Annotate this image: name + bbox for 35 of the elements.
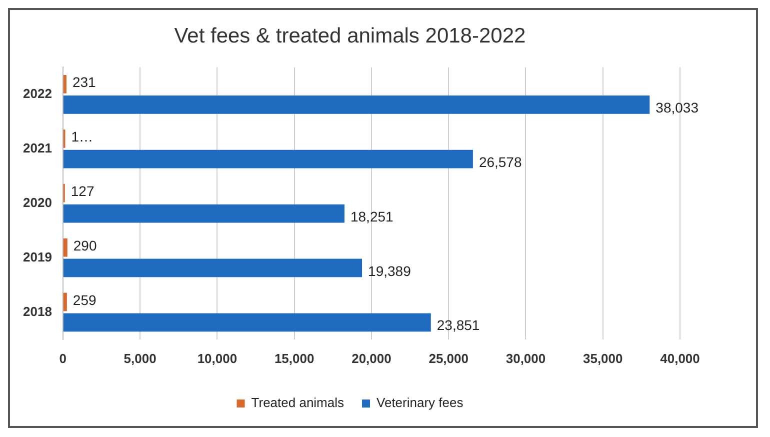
x-tick-label: 35,000 [582,350,623,366]
x-tick-label: 30,000 [506,350,546,366]
y-tick-label: 2021 [23,140,52,156]
bar [63,238,68,257]
data-label: 127 [70,182,94,199]
data-label: 23,851 [436,317,480,334]
data-label: 26,578 [478,154,522,170]
legend-label: Treated animals [251,395,345,410]
data-label: 18,251 [350,208,394,224]
data-label: 259 [72,292,96,308]
y-tick-label: 2020 [23,194,52,210]
x-tick-label: 10,000 [197,350,238,366]
bar [63,204,344,223]
x-tick-label: 0 [59,350,67,366]
y-tick-label: 2018 [23,304,52,319]
x-tick-label: 5,000 [124,350,156,366]
data-label: 231 [72,74,96,90]
x-tick-label: 40,000 [660,350,700,366]
data-label: 1… [71,128,94,145]
x-tick-label: 25,000 [428,350,468,366]
bar [63,150,473,168]
x-tick-label: 20,000 [352,350,392,366]
y-tick-label: 2022 [23,86,52,101]
chart-title: Vet fees & treated animals 2018-2022 [174,24,526,48]
bar [63,313,431,332]
bar [63,292,67,312]
x-tick-label: 15,000 [274,350,314,366]
legend-label: Veterinary fees [376,395,464,410]
data-label: 38,033 [656,99,699,116]
data-label: 19,389 [368,262,412,279]
bar [63,95,650,114]
bar [63,75,66,94]
data-label: 290 [73,237,97,254]
y-tick-label: 2019 [23,249,52,264]
bar [63,258,362,278]
